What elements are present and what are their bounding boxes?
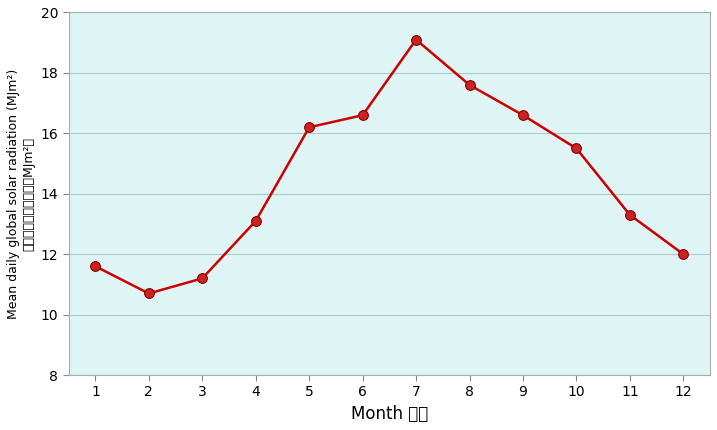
X-axis label: Month 月份: Month 月份 [351,405,428,423]
Y-axis label: Mean daily global solar radiation (MJm²)
平均每日太陽總輻射（MJm²）: Mean daily global solar radiation (MJm²)… [7,69,35,319]
